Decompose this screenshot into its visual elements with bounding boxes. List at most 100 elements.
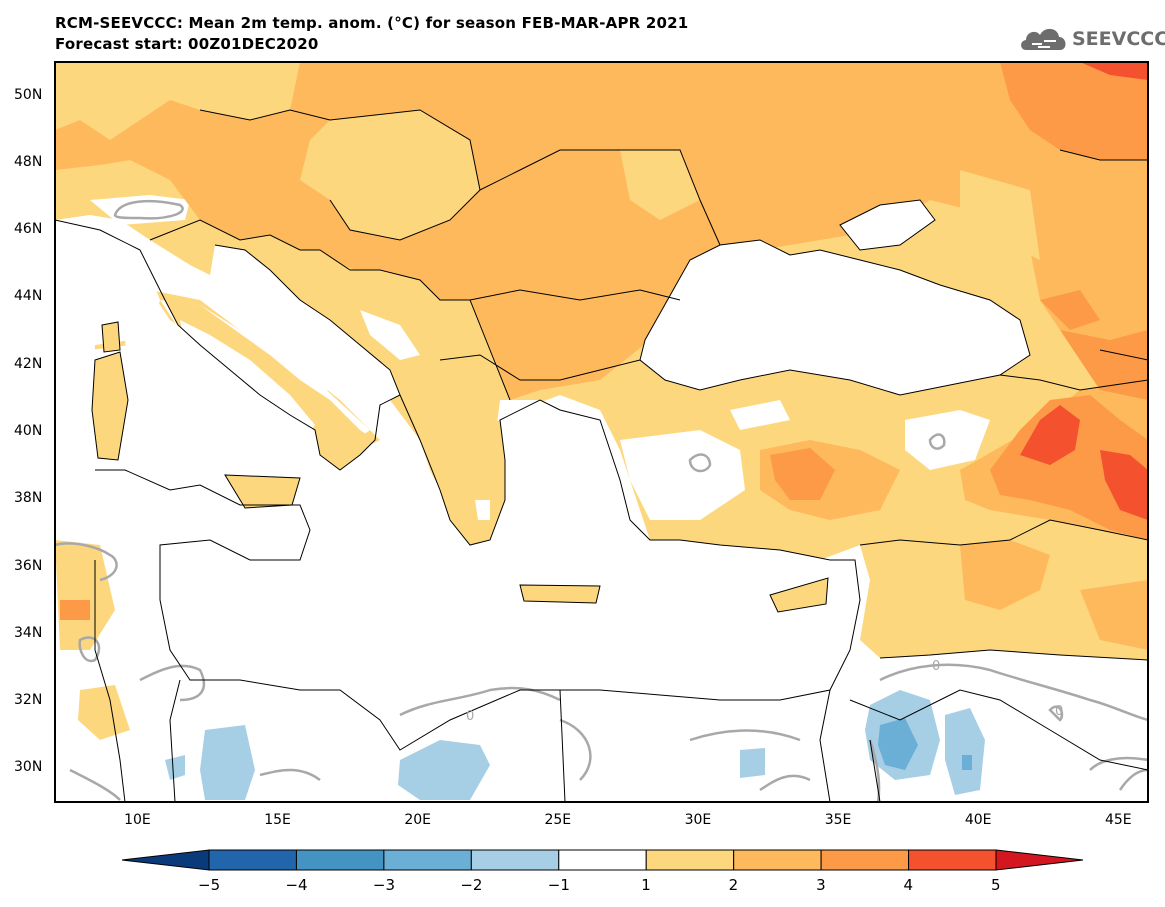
coastlines-borders (55, 109, 1148, 802)
land-cyprus (770, 578, 828, 612)
longitude-label: 15E (264, 812, 291, 828)
border-saudi (869, 739, 881, 802)
colorbar-label: −1 (547, 876, 570, 894)
anomaly-cold-egypt (740, 748, 765, 778)
anomaly-band-2-3-holes (55, 62, 1040, 300)
latitude-label: 48N (14, 153, 43, 170)
latitude-label: 44N (14, 288, 43, 305)
colorbar-label: 4 (903, 876, 914, 894)
land-peloponnese-white (475, 500, 490, 520)
colorbar-label: 2 (728, 876, 739, 894)
longitude-label: 20E (404, 812, 431, 828)
coastline-corsica (101, 321, 121, 353)
zero-contour-arabia-3 (1089, 756, 1148, 771)
longitude-label: 45E (1104, 812, 1132, 828)
latitude-label: 40N (14, 423, 43, 439)
sea-of-azov (840, 200, 935, 250)
zero-contour-anatolia-1 (688, 453, 712, 473)
zero-contours (55, 199, 1148, 802)
anomaly-band-3-4-cappadocia (770, 448, 835, 500)
zero-contour-libya-3 (259, 768, 321, 782)
border-arabia (849, 689, 1148, 771)
colorbar-bin (558, 849, 647, 871)
tyrrhenian-sea (55, 220, 310, 470)
zero-contour-label-arabia: 0 (932, 659, 940, 674)
latitude-label: 42N (14, 355, 43, 372)
colorbar-extend-low (121, 849, 210, 871)
anomaly-cold-arabia-1-core (878, 718, 918, 770)
sea-mask (55, 200, 1030, 750)
land-sicily (225, 475, 300, 508)
colorbar-label: −2 (460, 876, 483, 894)
cloud-icon (1021, 28, 1066, 50)
anomaly-hole-anatolia-north (730, 400, 790, 430)
colorbar-label: −5 (198, 876, 221, 894)
colorbar-bin (820, 849, 910, 871)
anomaly-band-1-2-africa-west (55, 540, 115, 650)
zero-contour-label-libya: 0 (466, 709, 474, 724)
coastline-cyprus (769, 577, 829, 613)
border-8 (1099, 349, 1148, 361)
anomaly-cold-libya-1 (200, 725, 255, 800)
anomaly-band-4-5-southeast-turkey (1100, 450, 1148, 520)
latitude-label: 38N (14, 490, 43, 507)
zero-contour-libya-2 (69, 768, 121, 801)
latitude-label: 36N (14, 557, 43, 574)
zero-contour-arabia-4 (1118, 768, 1148, 791)
border-6 (859, 519, 1148, 546)
aegean-sea (495, 400, 630, 560)
anomaly-band-4-5-northeast (1080, 62, 1148, 80)
anomaly-band-2-3-levant (960, 540, 1050, 610)
zero-contour-anatolia-2 (928, 433, 946, 450)
anomaly-band-1-2-libya (78, 685, 130, 740)
longitude-label: 30E (684, 812, 712, 828)
anomaly-cold-arabia-2-core (962, 755, 972, 770)
anomaly-hole-anatolia-west (620, 430, 745, 520)
border-algeria-tunisia (94, 560, 126, 802)
colorbar-bin (295, 849, 385, 871)
land-corsica (102, 322, 120, 352)
anomaly-cold-libya-2 (398, 740, 490, 800)
anomaly-hole-adriatic (360, 310, 420, 360)
border-3 (329, 189, 481, 241)
coastline-italy (55, 219, 401, 471)
anomaly-band-4-5-east-turkey (1020, 405, 1080, 465)
zero-contour-egypt (559, 718, 592, 781)
anomaly-cold-arabia-2 (945, 708, 985, 795)
border-4 (469, 289, 681, 301)
map-title: RCM-SEEVCCC: Mean 2m temp. anom. (°C) fo… (55, 14, 689, 32)
border-7 (879, 649, 1148, 661)
coastline-black-sea (639, 239, 1031, 396)
colorbar-bin (383, 849, 472, 871)
zero-contour-arabia-2 (1048, 705, 1064, 722)
zero-contour-egypt-east (868, 739, 881, 802)
zero-contour-alps (113, 199, 184, 220)
adriatic-sea (210, 245, 400, 405)
anomaly-hole-anatolia-east (905, 410, 990, 470)
latitude-label: 34N (14, 624, 43, 641)
colorbar-bin (470, 849, 560, 871)
anomaly-band-2-3-caucasus (1040, 290, 1100, 330)
land-italy-boot-white (180, 320, 315, 440)
mediterranean-sea (55, 320, 860, 750)
longitude-label: 40E (964, 812, 992, 828)
black-sea (640, 240, 1030, 395)
colorbar-label: 1 (641, 876, 651, 894)
coastline-azov (839, 199, 936, 251)
longitude-label: 10E (124, 812, 151, 828)
border-10 (999, 374, 1148, 391)
colorbar-bin (645, 849, 735, 871)
anomaly-band-3-4-caucasus (1060, 330, 1148, 400)
zero-contour-tunisia-2 (78, 636, 101, 663)
zero-contour-libya-4 (399, 686, 561, 717)
coastline-crete (519, 584, 601, 604)
land-crete (520, 585, 600, 603)
colorbar-extend-high (995, 849, 1084, 871)
anomaly-cold-libya-3 (165, 755, 185, 780)
logo-text: SEEVCCC (1072, 28, 1165, 50)
latitude-label: 46N (14, 221, 43, 238)
zero-contour-arabia (879, 663, 1148, 722)
colorbar-bin (733, 849, 822, 871)
anomaly-band-3-4-northeast (1000, 62, 1148, 160)
